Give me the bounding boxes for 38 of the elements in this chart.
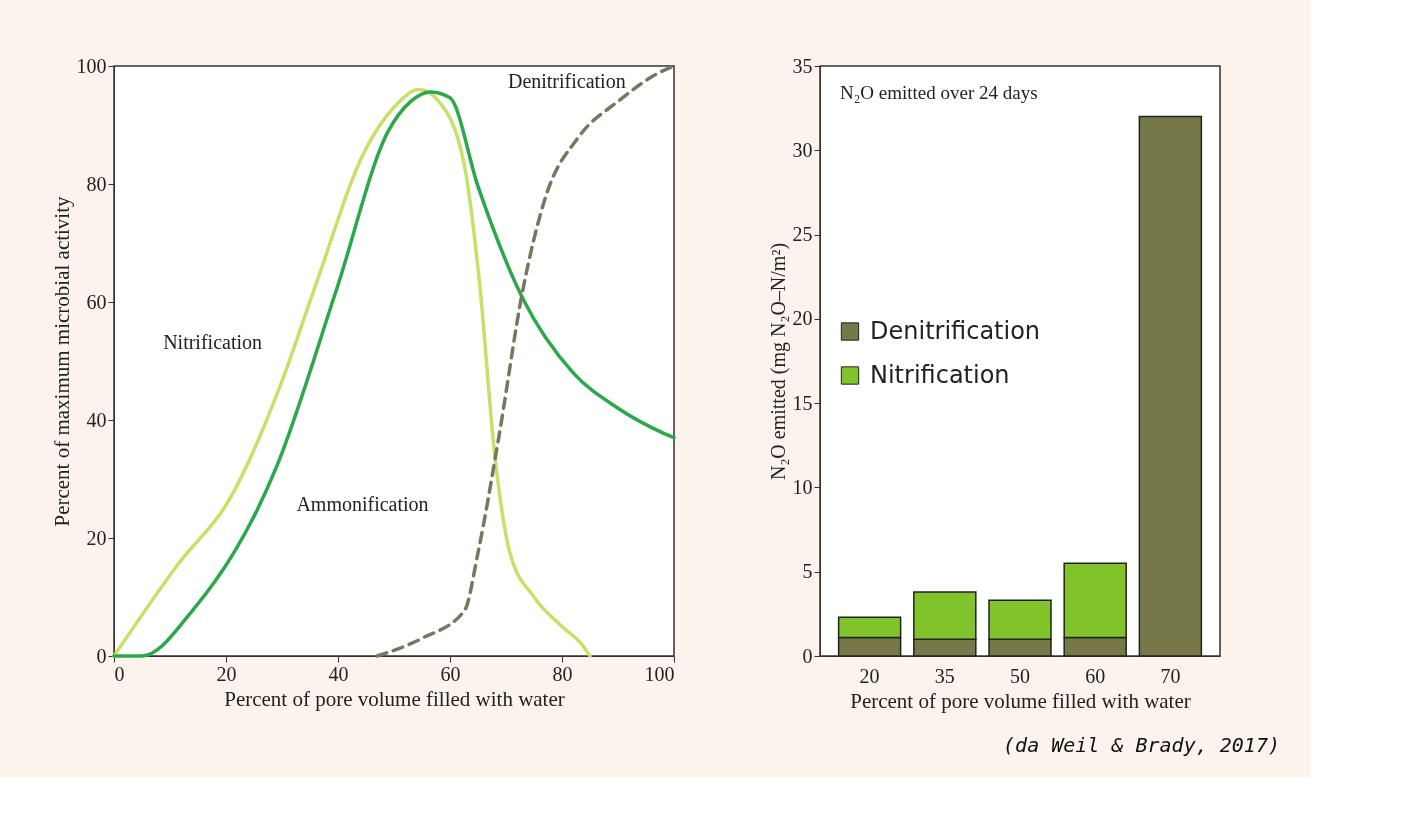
x-axis-title: Percent of pore volume filled with water xyxy=(850,688,1191,713)
y-tick-label: 5 xyxy=(802,560,813,583)
y-tick-label: 100 xyxy=(76,54,107,77)
x-tick-label: 100 xyxy=(644,662,675,685)
y-tick-label: 0 xyxy=(96,644,107,667)
legend-label: Denitrification xyxy=(870,316,1041,345)
legend-label: Nitrification xyxy=(870,360,1010,389)
x-tick-label: 50 xyxy=(1010,664,1030,687)
x-tick-label: 80 xyxy=(552,662,573,685)
x-tick-label: 20 xyxy=(859,664,880,687)
y-tick-label: 60 xyxy=(86,290,107,313)
x-tick-label: 20 xyxy=(216,662,237,685)
annotation: Nitrification xyxy=(163,331,262,354)
annotation: Ammonification xyxy=(296,493,429,516)
y-tick-label: 80 xyxy=(86,172,107,195)
y-tick-label: 0 xyxy=(802,644,813,667)
y-axis-title: N₂O emitted (mg N₂O–N/m²) xyxy=(766,242,790,481)
annotation: Denitrification xyxy=(507,69,626,92)
y-tick-label: 25 xyxy=(792,223,813,246)
y-tick-label: 40 xyxy=(86,408,107,431)
y-tick-label: 20 xyxy=(86,526,107,549)
y-tick-label: 15 xyxy=(792,391,813,414)
x-tick-label: 60 xyxy=(1085,664,1106,687)
y-tick-label: 10 xyxy=(792,475,813,498)
y-tick-label: 35 xyxy=(792,54,813,77)
y-axis-title: Percent of maximum microbial activity xyxy=(49,195,74,527)
text: (da Weil & Brady, 2017) xyxy=(1003,733,1280,757)
y-tick-label: 20 xyxy=(792,307,813,330)
x-axis-title: Percent of pore volume filled with water xyxy=(224,686,565,711)
line-series xyxy=(112,87,592,658)
annotation: N₂O emitted over 24 days xyxy=(840,82,1038,103)
x-tick-label: 0 xyxy=(114,662,125,685)
bar xyxy=(1138,115,1203,657)
x-tick-label: 60 xyxy=(440,662,461,685)
x-tick-label: 70 xyxy=(1160,664,1181,687)
y-tick-label: 30 xyxy=(792,138,813,161)
x-tick-label: 40 xyxy=(328,662,349,685)
x-tick-label: 35 xyxy=(934,664,955,687)
